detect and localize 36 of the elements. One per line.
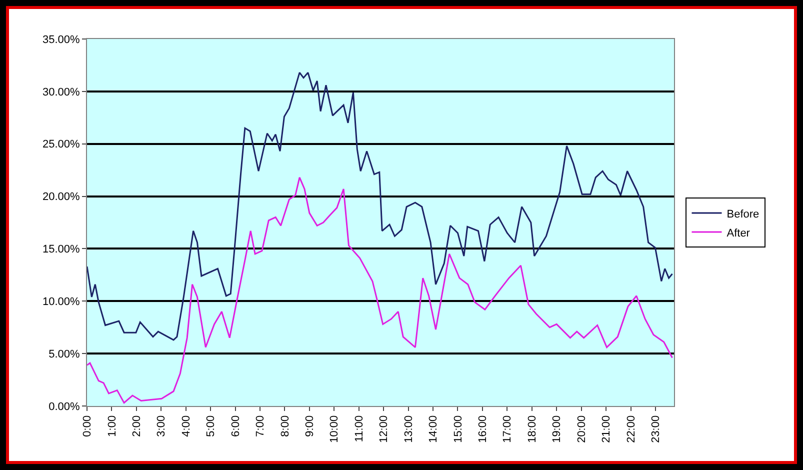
- legend-label: After: [726, 227, 750, 240]
- y-tick-label: 5.00%: [48, 348, 80, 360]
- x-tick-label: 21:00: [600, 415, 613, 443]
- line-series: [87, 72, 674, 341]
- y-tick-label: 15.00%: [42, 244, 80, 256]
- x-tick-label: 17:00: [502, 415, 514, 443]
- line-series: [87, 176, 674, 404]
- x-tick-label: 10:00: [328, 415, 341, 443]
- x-tick-label: 8:00: [279, 415, 292, 437]
- x-tick-label: 16:00: [477, 415, 490, 443]
- x-tick-label: 11:00: [353, 415, 366, 442]
- x-tick-label: 2:00: [131, 415, 144, 437]
- x-tick-label: 5:00: [205, 415, 218, 437]
- x-tick-label: 1:00: [106, 415, 118, 437]
- x-tick-label: 14:00: [428, 415, 440, 443]
- x-tick-label: 18:00: [526, 415, 538, 443]
- y-tick-label: 30.00%: [42, 86, 80, 98]
- x-tick-label: 12:00: [378, 415, 390, 443]
- x-tick-label: 4:00: [180, 415, 192, 437]
- y-tick-label: 20.00%: [42, 191, 80, 204]
- x-tick-label: 15:00: [452, 415, 464, 443]
- x-tick-label: 9:00: [304, 415, 316, 437]
- x-tick-label: 13:00: [402, 415, 415, 443]
- x-tick-label: 0:00: [82, 415, 94, 437]
- x-tick-label: 3:00: [156, 415, 168, 437]
- y-tick-label: 10.00%: [42, 296, 80, 308]
- y-tick-label: 25.00%: [42, 138, 80, 151]
- x-tick-label: 20:00: [576, 415, 588, 443]
- y-tick-label: 0.00%: [48, 400, 80, 413]
- x-tick-label: 7:00: [254, 415, 267, 437]
- x-tick-label: 23:00: [650, 415, 662, 443]
- x-tick-label: 22:00: [625, 415, 638, 443]
- legend-label: Before: [726, 208, 760, 220]
- x-tick-label: 6:00: [230, 415, 242, 437]
- y-tick-label: 35.00%: [42, 34, 80, 46]
- x-tick-label: 19:00: [551, 415, 564, 443]
